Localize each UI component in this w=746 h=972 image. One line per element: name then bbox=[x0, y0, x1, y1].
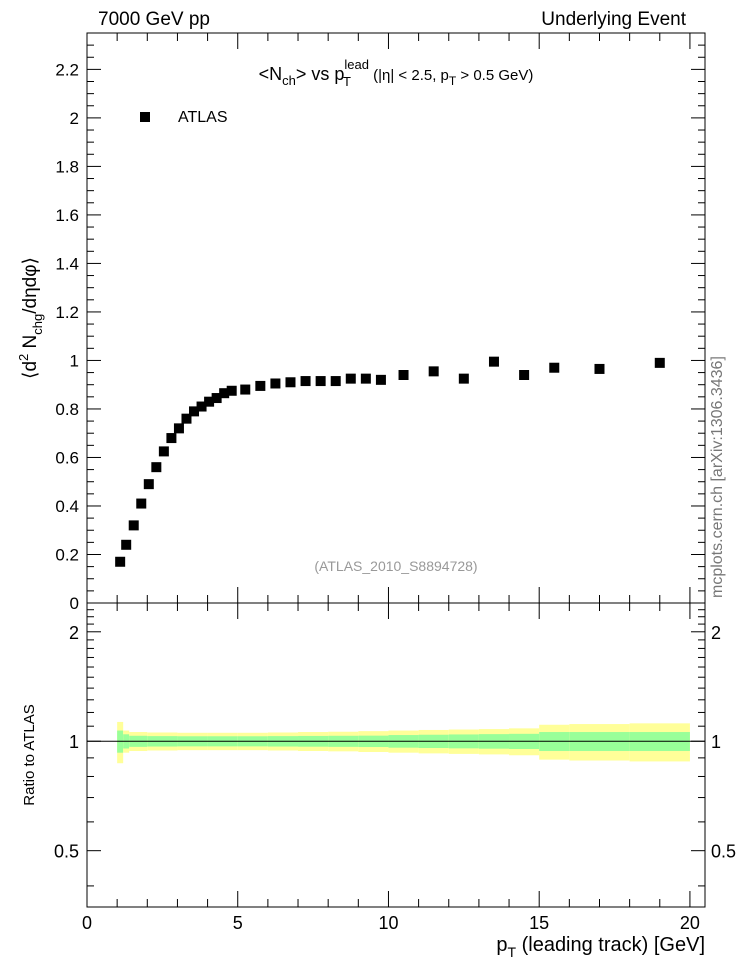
xlabel-sub: T bbox=[507, 944, 516, 960]
data-point bbox=[458, 373, 469, 384]
data-point bbox=[488, 356, 499, 367]
ratio-plot-frame bbox=[86, 602, 706, 908]
analysis-watermark: (ATLAS_2010_S8894728) bbox=[314, 558, 477, 574]
title-sub-1: ch bbox=[282, 73, 296, 88]
data-point bbox=[315, 376, 326, 387]
main-y-tick-label: 2.2 bbox=[55, 60, 79, 79]
main-data-points bbox=[115, 356, 665, 567]
x-tick-label: 5 bbox=[233, 913, 243, 933]
title-part-3: (|η| < 2.5, p bbox=[369, 67, 449, 84]
data-point bbox=[166, 433, 177, 444]
title-part-1: <N bbox=[259, 64, 283, 84]
data-point bbox=[330, 376, 341, 387]
ratio-ylabel: Ratio to ATLAS bbox=[21, 704, 38, 805]
data-point bbox=[519, 370, 530, 380]
main-ylabel: ⟨d2 Nchg/dηdφ⟩ bbox=[16, 257, 45, 379]
ylabel-sub: chg bbox=[30, 314, 45, 335]
main-x-ticks bbox=[86, 33, 691, 603]
main-y-ticks: 0 0.2 0.4 0.6 0.8 1 1.2 1.4 1.6 1.8 2 2.2 bbox=[55, 32, 705, 613]
data-point bbox=[594, 363, 605, 374]
data-point bbox=[128, 520, 139, 531]
title-sub-2: T bbox=[343, 74, 351, 89]
ylabel-part-a: ⟨d bbox=[20, 361, 41, 379]
x-axis-label: pT (leading track) [GeV] bbox=[496, 934, 705, 960]
legend-label: ATLAS bbox=[178, 109, 228, 126]
ratio-y-tick-label-right: 2 bbox=[711, 623, 721, 643]
main-y-tick-label: 1.6 bbox=[55, 206, 79, 225]
side-label: mcplots.cern.ch [arXiv:1306.3436] bbox=[709, 356, 726, 598]
data-point bbox=[173, 423, 184, 434]
ylabel-part-b: N bbox=[20, 335, 41, 354]
data-point bbox=[121, 539, 132, 550]
data-point bbox=[189, 406, 200, 417]
ylabel-sup: 2 bbox=[16, 354, 31, 361]
main-y-tick-label: 0 bbox=[70, 594, 79, 613]
header-left: 7000 GeV pp bbox=[98, 9, 210, 30]
main-y-tick-label: 2 bbox=[70, 109, 79, 128]
data-point bbox=[285, 377, 296, 388]
ratio-y-tick-label-right: 0.5 bbox=[711, 842, 736, 862]
title-part-2: > vs p bbox=[296, 64, 345, 84]
x-tick-label: 0 bbox=[82, 913, 92, 933]
ratio-x-ticks: 0 5 10 15 20 bbox=[82, 603, 700, 933]
ylabel-part-c: /dηdφ⟩ bbox=[20, 257, 41, 314]
data-point bbox=[196, 401, 207, 412]
data-point bbox=[240, 384, 251, 395]
legend-marker bbox=[140, 112, 150, 122]
x-tick-label: 15 bbox=[529, 913, 549, 933]
data-point bbox=[398, 370, 409, 380]
main-y-tick-label: 0.8 bbox=[55, 400, 79, 419]
ratio-y-ticks: 0.5 0.5 1 1 2 2 bbox=[54, 609, 736, 887]
data-point bbox=[219, 388, 230, 399]
data-point bbox=[151, 462, 162, 473]
main-title: <Nch> vs plead T (|η| < 2.5, pT > 0.5 GeV… bbox=[259, 57, 534, 89]
data-point bbox=[255, 380, 266, 391]
data-point bbox=[428, 366, 439, 377]
data-point bbox=[549, 362, 560, 373]
data-point bbox=[143, 479, 154, 490]
data-point bbox=[115, 556, 126, 567]
data-point bbox=[136, 498, 147, 509]
data-point bbox=[654, 357, 665, 368]
data-point bbox=[181, 413, 192, 424]
main-y-tick-label: 1.2 bbox=[55, 303, 79, 322]
xlabel-part-a: p bbox=[496, 934, 507, 956]
data-point bbox=[211, 393, 222, 404]
ratio-y-tick-label: 2 bbox=[69, 623, 79, 643]
data-point bbox=[270, 378, 281, 389]
data-point bbox=[226, 385, 237, 396]
title-sub-3: T bbox=[449, 74, 457, 88]
main-y-tick-label: 0.6 bbox=[55, 448, 79, 467]
ratio-bands bbox=[117, 721, 690, 764]
header-right: Underlying Event bbox=[541, 9, 686, 30]
main-y-tick-label: 1.4 bbox=[55, 254, 79, 273]
title-part-4: > 0.5 GeV) bbox=[456, 67, 533, 84]
ratio-y-tick-label: 1 bbox=[69, 732, 79, 752]
ratio-y-tick-label: 0.5 bbox=[54, 842, 79, 862]
data-point bbox=[345, 373, 356, 384]
data-point bbox=[204, 396, 215, 407]
data-point bbox=[158, 446, 169, 457]
x-tick-label: 20 bbox=[680, 913, 700, 933]
main-y-tick-label: 1.8 bbox=[55, 157, 79, 176]
data-point bbox=[300, 376, 311, 387]
main-y-tick-label: 0.4 bbox=[55, 497, 79, 516]
data-point bbox=[360, 373, 371, 384]
x-tick-label: 10 bbox=[378, 913, 398, 933]
xlabel-part-b: (leading track) [GeV] bbox=[516, 934, 705, 956]
title-sup-lead: lead bbox=[344, 57, 369, 72]
data-point bbox=[375, 374, 386, 385]
main-y-tick-label: 0.2 bbox=[55, 545, 79, 564]
ratio-y-tick-label-right: 1 bbox=[711, 732, 721, 752]
main-y-tick-label: 1 bbox=[70, 351, 79, 370]
